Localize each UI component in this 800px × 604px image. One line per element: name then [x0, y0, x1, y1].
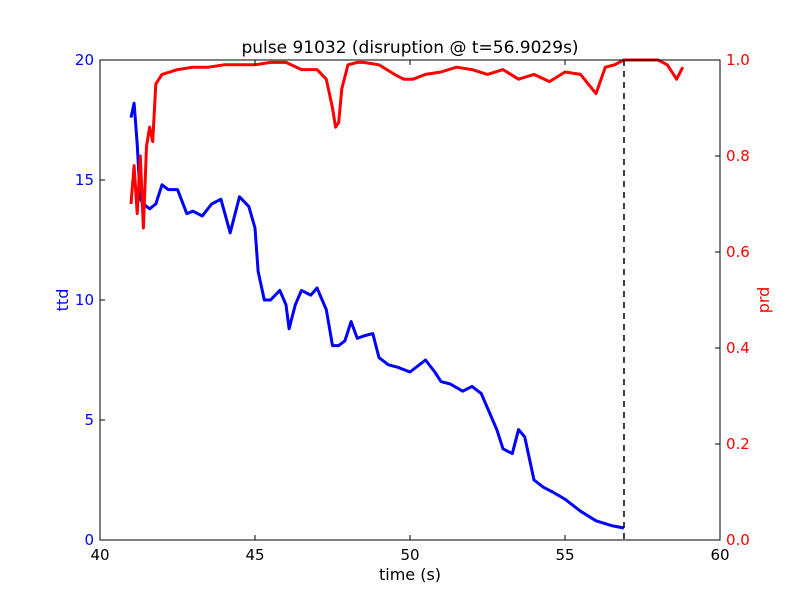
y-right-tick-label: 0.4 — [726, 339, 750, 357]
x-tick-label: 60 — [710, 546, 729, 564]
y-left-axis-ticks: 0 5 10 15 20 — [75, 51, 105, 549]
series-group — [129, 58, 685, 530]
y-right-tick-label: 0.6 — [726, 243, 750, 261]
prd-series-line — [129, 58, 685, 230]
y-left-tick-label: 10 — [75, 291, 94, 309]
x-tick-label: 40 — [90, 546, 109, 564]
plot-area — [100, 60, 720, 540]
x-axis-ticks: 40 45 50 55 60 — [90, 60, 730, 564]
x-tick-label: 50 — [400, 546, 419, 564]
y-right-tick-label: 0.2 — [726, 435, 750, 453]
y-left-tick-label: 15 — [75, 171, 94, 189]
y-left-tick-label: 20 — [75, 51, 94, 69]
y-right-axis-label: prd — [754, 287, 773, 314]
y-right-tick-label: 0.0 — [726, 531, 750, 549]
chart-title: pulse 91032 (disruption @ t=56.9029s) — [241, 38, 578, 58]
y-left-tick-label: 5 — [84, 411, 94, 429]
ttd-series-line — [129, 101, 625, 530]
y-right-tick-label: 0.8 — [726, 147, 750, 165]
y-left-tick-label: 0 — [84, 531, 94, 549]
y-left-axis-label: ttd — [53, 289, 72, 312]
x-axis-label: time (s) — [379, 565, 441, 584]
y-right-tick-label: 1.0 — [726, 51, 750, 69]
y-right-axis-ticks: 0.0 0.2 0.4 0.6 0.8 1.0 — [715, 51, 750, 549]
x-tick-label: 45 — [245, 546, 264, 564]
x-tick-label: 55 — [555, 546, 574, 564]
